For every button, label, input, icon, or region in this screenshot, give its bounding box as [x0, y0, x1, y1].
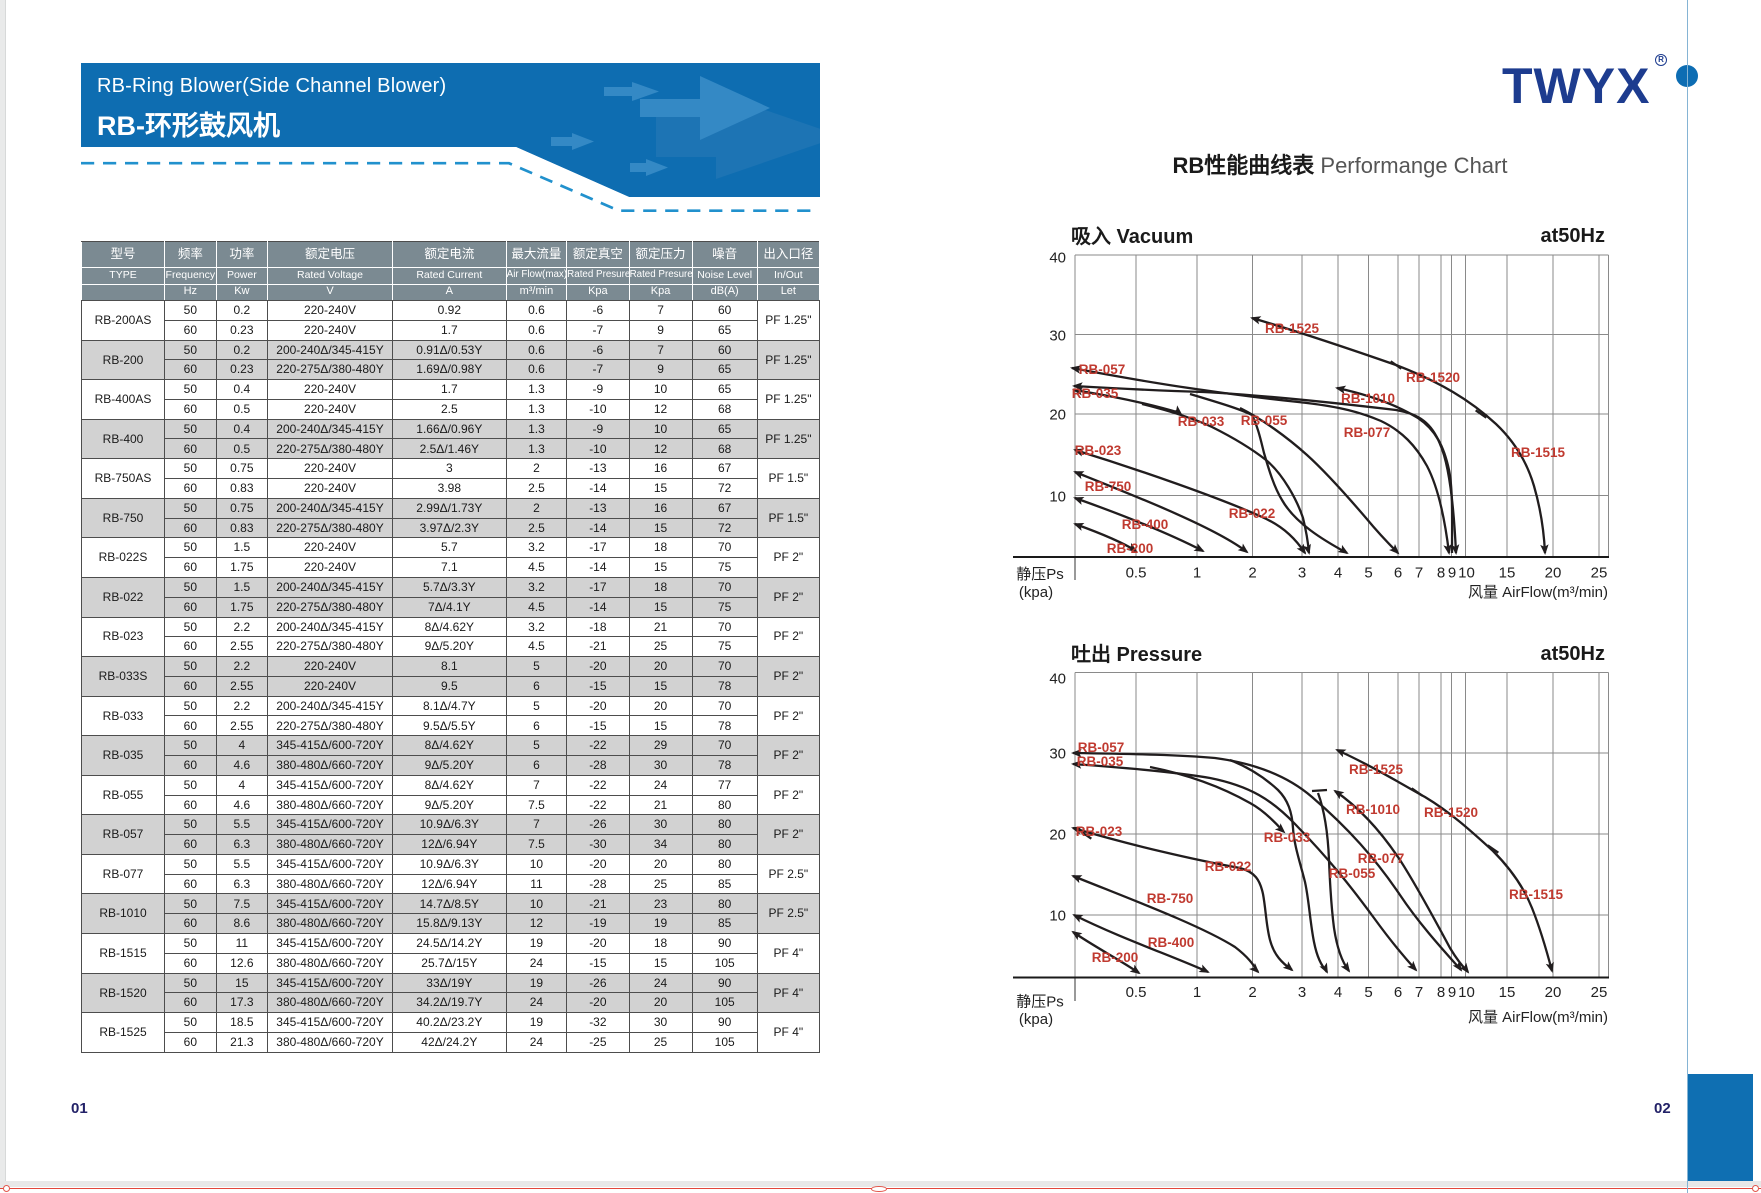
svg-text:风量 AirFlow(m³/min): 风量 AirFlow(m³/min) [1468, 1009, 1608, 1026]
svg-text:RB-1515: RB-1515 [1511, 445, 1566, 460]
svg-text:20: 20 [1545, 984, 1562, 1001]
svg-text:RB-055: RB-055 [1329, 866, 1376, 881]
svg-text:15: 15 [1499, 984, 1516, 1001]
svg-text:RB-023: RB-023 [1075, 443, 1122, 458]
svg-text:RB-750: RB-750 [1147, 891, 1194, 906]
svg-text:5: 5 [1364, 984, 1372, 1001]
svg-text:RB-077: RB-077 [1358, 851, 1405, 866]
svg-text:30: 30 [1049, 746, 1066, 763]
svg-text:吸入 Vacuum: 吸入 Vacuum [1071, 225, 1193, 248]
svg-text:RB-1525: RB-1525 [1349, 762, 1404, 777]
svg-text:8: 8 [1437, 565, 1445, 582]
svg-text:40: 40 [1049, 250, 1066, 267]
svg-text:0.5: 0.5 [1126, 565, 1147, 582]
svg-text:RB-1520: RB-1520 [1406, 370, 1460, 385]
svg-text:RB-035: RB-035 [1077, 754, 1124, 769]
svg-text:10: 10 [1049, 908, 1066, 925]
svg-text:at50Hz: at50Hz [1541, 225, 1605, 247]
svg-text:5: 5 [1364, 565, 1372, 582]
svg-text:RB-1525: RB-1525 [1265, 321, 1320, 336]
svg-text:RB-057: RB-057 [1079, 362, 1126, 377]
svg-text:25: 25 [1591, 565, 1608, 582]
svg-text:at50Hz: at50Hz [1541, 643, 1605, 665]
svg-text:10: 10 [1458, 984, 1475, 1001]
svg-text:RB-400: RB-400 [1122, 517, 1169, 532]
svg-text:8: 8 [1437, 984, 1445, 1001]
svg-text:7: 7 [1415, 565, 1423, 582]
svg-text:RB-750: RB-750 [1085, 479, 1132, 494]
svg-text:30: 30 [1049, 328, 1066, 345]
svg-text:7: 7 [1415, 984, 1423, 1001]
svg-text:9: 9 [1448, 984, 1456, 1001]
svg-text:(kpa): (kpa) [1019, 1011, 1053, 1028]
svg-text:RB-055: RB-055 [1241, 413, 1288, 428]
svg-text:2: 2 [1248, 984, 1256, 1001]
svg-text:4: 4 [1334, 984, 1342, 1001]
svg-text:3: 3 [1298, 984, 1306, 1001]
svg-text:20: 20 [1049, 407, 1066, 424]
svg-text:RB-057: RB-057 [1078, 740, 1125, 755]
svg-text:0.5: 0.5 [1126, 984, 1147, 1001]
svg-text:10: 10 [1458, 565, 1475, 582]
svg-text:10: 10 [1049, 489, 1066, 506]
svg-text:25: 25 [1591, 984, 1608, 1001]
svg-text:风量 AirFlow(m³/min): 风量 AirFlow(m³/min) [1468, 584, 1608, 601]
svg-text:RB-400: RB-400 [1148, 935, 1195, 950]
svg-text:RB-077: RB-077 [1344, 425, 1391, 440]
svg-text:RB-200: RB-200 [1092, 950, 1139, 965]
svg-text:40: 40 [1049, 671, 1066, 688]
svg-text:9: 9 [1448, 565, 1456, 582]
svg-text:6: 6 [1394, 984, 1402, 1001]
svg-text:RB-1515: RB-1515 [1509, 887, 1564, 902]
svg-text:RB-022: RB-022 [1229, 506, 1276, 521]
svg-text:20: 20 [1545, 565, 1562, 582]
svg-text:RB-022: RB-022 [1205, 859, 1252, 874]
svg-text:2: 2 [1248, 565, 1256, 582]
svg-text:(kpa): (kpa) [1019, 584, 1053, 601]
svg-text:RB-035: RB-035 [1072, 386, 1119, 401]
svg-text:3: 3 [1298, 565, 1306, 582]
svg-text:15: 15 [1499, 565, 1516, 582]
svg-text:RB-1010: RB-1010 [1341, 391, 1395, 406]
svg-text:RB-1010: RB-1010 [1346, 802, 1400, 817]
svg-text:RB-033: RB-033 [1264, 830, 1311, 845]
svg-text:静压Ps: 静压Ps [1016, 566, 1064, 583]
svg-text:静压Ps: 静压Ps [1016, 994, 1064, 1011]
svg-text:RB-023: RB-023 [1076, 824, 1123, 839]
svg-text:RB-033: RB-033 [1178, 414, 1225, 429]
svg-text:1: 1 [1193, 984, 1201, 1001]
svg-text:6: 6 [1394, 565, 1402, 582]
svg-text:20: 20 [1049, 827, 1066, 844]
svg-text:4: 4 [1334, 565, 1342, 582]
svg-text:1: 1 [1193, 565, 1201, 582]
svg-text:吐出 Pressure: 吐出 Pressure [1071, 643, 1202, 666]
svg-text:RB-200: RB-200 [1107, 541, 1154, 556]
svg-text:RB-1520: RB-1520 [1424, 805, 1478, 820]
